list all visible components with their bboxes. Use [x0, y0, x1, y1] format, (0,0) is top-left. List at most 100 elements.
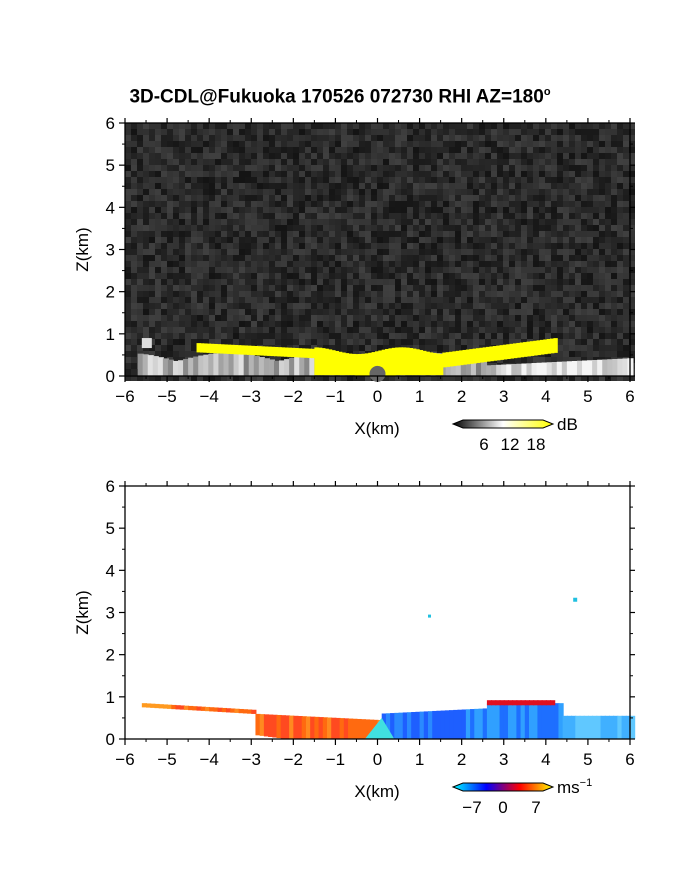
noise-cell: [605, 273, 611, 279]
noise-cell: [161, 345, 167, 351]
noise-cell: [539, 135, 545, 141]
noise-cell: [521, 297, 527, 303]
noise-cell: [467, 279, 473, 285]
noise-cell: [245, 261, 251, 267]
radar-site-echo: [369, 365, 386, 382]
noise-cell: [623, 243, 629, 249]
noise-cell: [455, 171, 461, 177]
noise-cell: [125, 123, 131, 129]
noise-cell: [203, 273, 209, 279]
noise-cell: [437, 129, 443, 135]
noise-cell: [155, 249, 161, 255]
noise-cell: [251, 339, 257, 345]
noise-cell: [401, 135, 407, 141]
noise-cell: [239, 237, 245, 243]
noise-cell: [599, 231, 605, 237]
echo-column: [612, 358, 619, 376]
noise-cell: [365, 159, 371, 165]
noise-cell: [221, 339, 227, 345]
noise-cell: [563, 291, 569, 297]
noise-cell: [209, 249, 215, 255]
noise-cell: [287, 243, 293, 249]
noise-cell: [257, 225, 263, 231]
noise-cell: [203, 309, 209, 315]
noise-cell: [149, 273, 155, 279]
noise-cell: [545, 315, 551, 321]
noise-cell: [581, 291, 587, 297]
noise-cell: [497, 189, 503, 195]
noise-cell: [479, 141, 485, 147]
noise-cell: [299, 249, 305, 255]
noise-cell: [317, 291, 323, 297]
noise-cell: [173, 357, 179, 363]
noise-cell: [227, 213, 233, 219]
noise-cell: [209, 255, 215, 261]
noise-cell: [611, 153, 617, 159]
noise-cell: [521, 183, 527, 189]
noise-cell: [545, 129, 551, 135]
noise-cell: [215, 315, 221, 321]
noise-cell: [623, 123, 629, 129]
noise-cell: [539, 177, 545, 183]
noise-cell: [443, 303, 449, 309]
noise-cell: [431, 213, 437, 219]
strong-echo-column: [486, 346, 491, 362]
noise-cell: [353, 267, 359, 273]
noise-cell: [377, 207, 383, 213]
noise-cell: [593, 279, 599, 285]
noise-cell: [479, 165, 485, 171]
noise-cell: [629, 189, 635, 195]
noise-cell: [455, 147, 461, 153]
noise-cell: [389, 243, 395, 249]
noise-cell: [269, 291, 275, 297]
noise-cell: [305, 129, 311, 135]
noise-cell: [557, 243, 563, 249]
noise-cell: [389, 339, 395, 345]
noise-cell: [575, 213, 581, 219]
noise-cell: [581, 207, 587, 213]
noise-cell: [383, 165, 389, 171]
noise-cell: [395, 279, 401, 285]
noise-cell: [167, 303, 173, 309]
noise-cell: [245, 285, 251, 291]
noise-cell: [401, 147, 407, 153]
noise-cell: [179, 327, 185, 333]
noise-cell: [359, 195, 365, 201]
velocity-column: [390, 713, 396, 739]
noise-cell: [575, 159, 581, 165]
noise-cell: [143, 171, 149, 177]
strong-echo-column: [395, 347, 400, 376]
noise-cell: [533, 297, 539, 303]
strong-echo-column: [516, 342, 521, 358]
noise-cell: [353, 303, 359, 309]
noise-cell: [149, 303, 155, 309]
noise-cell: [197, 213, 203, 219]
noise-cell: [275, 321, 281, 327]
noise-cell: [275, 219, 281, 225]
noise-cell: [587, 267, 593, 273]
noise-cell: [137, 225, 143, 231]
noise-cell: [131, 201, 137, 207]
noise-cell: [311, 213, 317, 219]
noise-cell: [257, 201, 263, 207]
noise-cell: [323, 285, 329, 291]
noise-cell: [125, 321, 131, 327]
noise-cell: [455, 255, 461, 261]
noise-cell: [551, 267, 557, 273]
noise-cell: [191, 291, 197, 297]
noise-cell: [257, 141, 263, 147]
velocity-column: [524, 703, 530, 739]
noise-cell: [533, 315, 539, 321]
noise-cell: [569, 255, 575, 261]
noise-cell: [287, 339, 293, 345]
noise-cell: [275, 327, 281, 333]
noise-cell: [299, 375, 305, 381]
noise-cell: [389, 303, 395, 309]
noise-cell: [599, 195, 605, 201]
noise-cell: [617, 255, 623, 261]
noise-cell: [269, 135, 275, 141]
noise-cell: [479, 291, 485, 297]
noise-cell: [203, 243, 209, 249]
noise-cell: [293, 345, 299, 351]
noise-cell: [299, 231, 305, 237]
